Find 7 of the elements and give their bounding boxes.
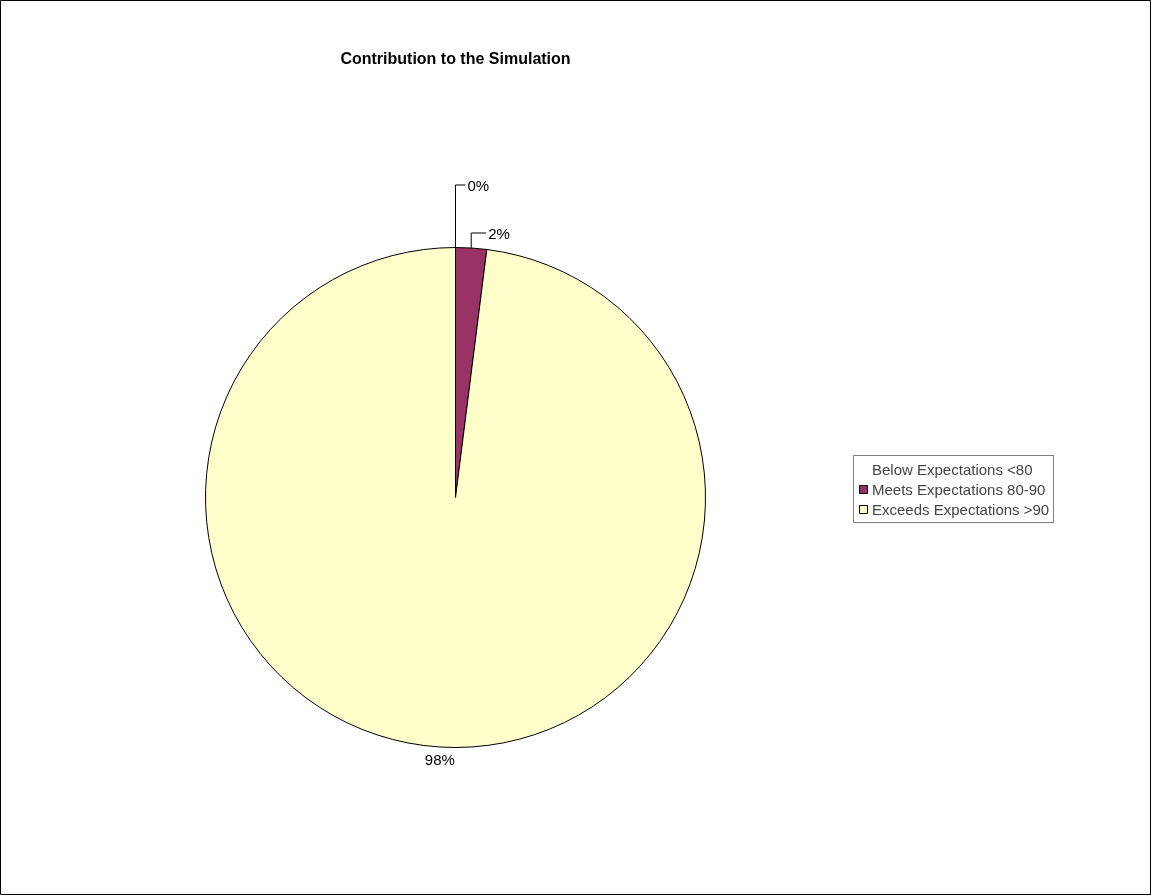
legend-label: Meets Expectations 80-90	[872, 480, 1046, 498]
category-label: Below Expectations <80	[872, 460, 1033, 478]
legend-label: Exceeds Expectations >90	[872, 500, 1050, 518]
data-label: 98%	[424, 750, 455, 768]
text: 0%	[467, 176, 490, 194]
data-label: 2%	[488, 224, 510, 242]
chart-title: Contribution to the Simulation	[340, 50, 571, 67]
